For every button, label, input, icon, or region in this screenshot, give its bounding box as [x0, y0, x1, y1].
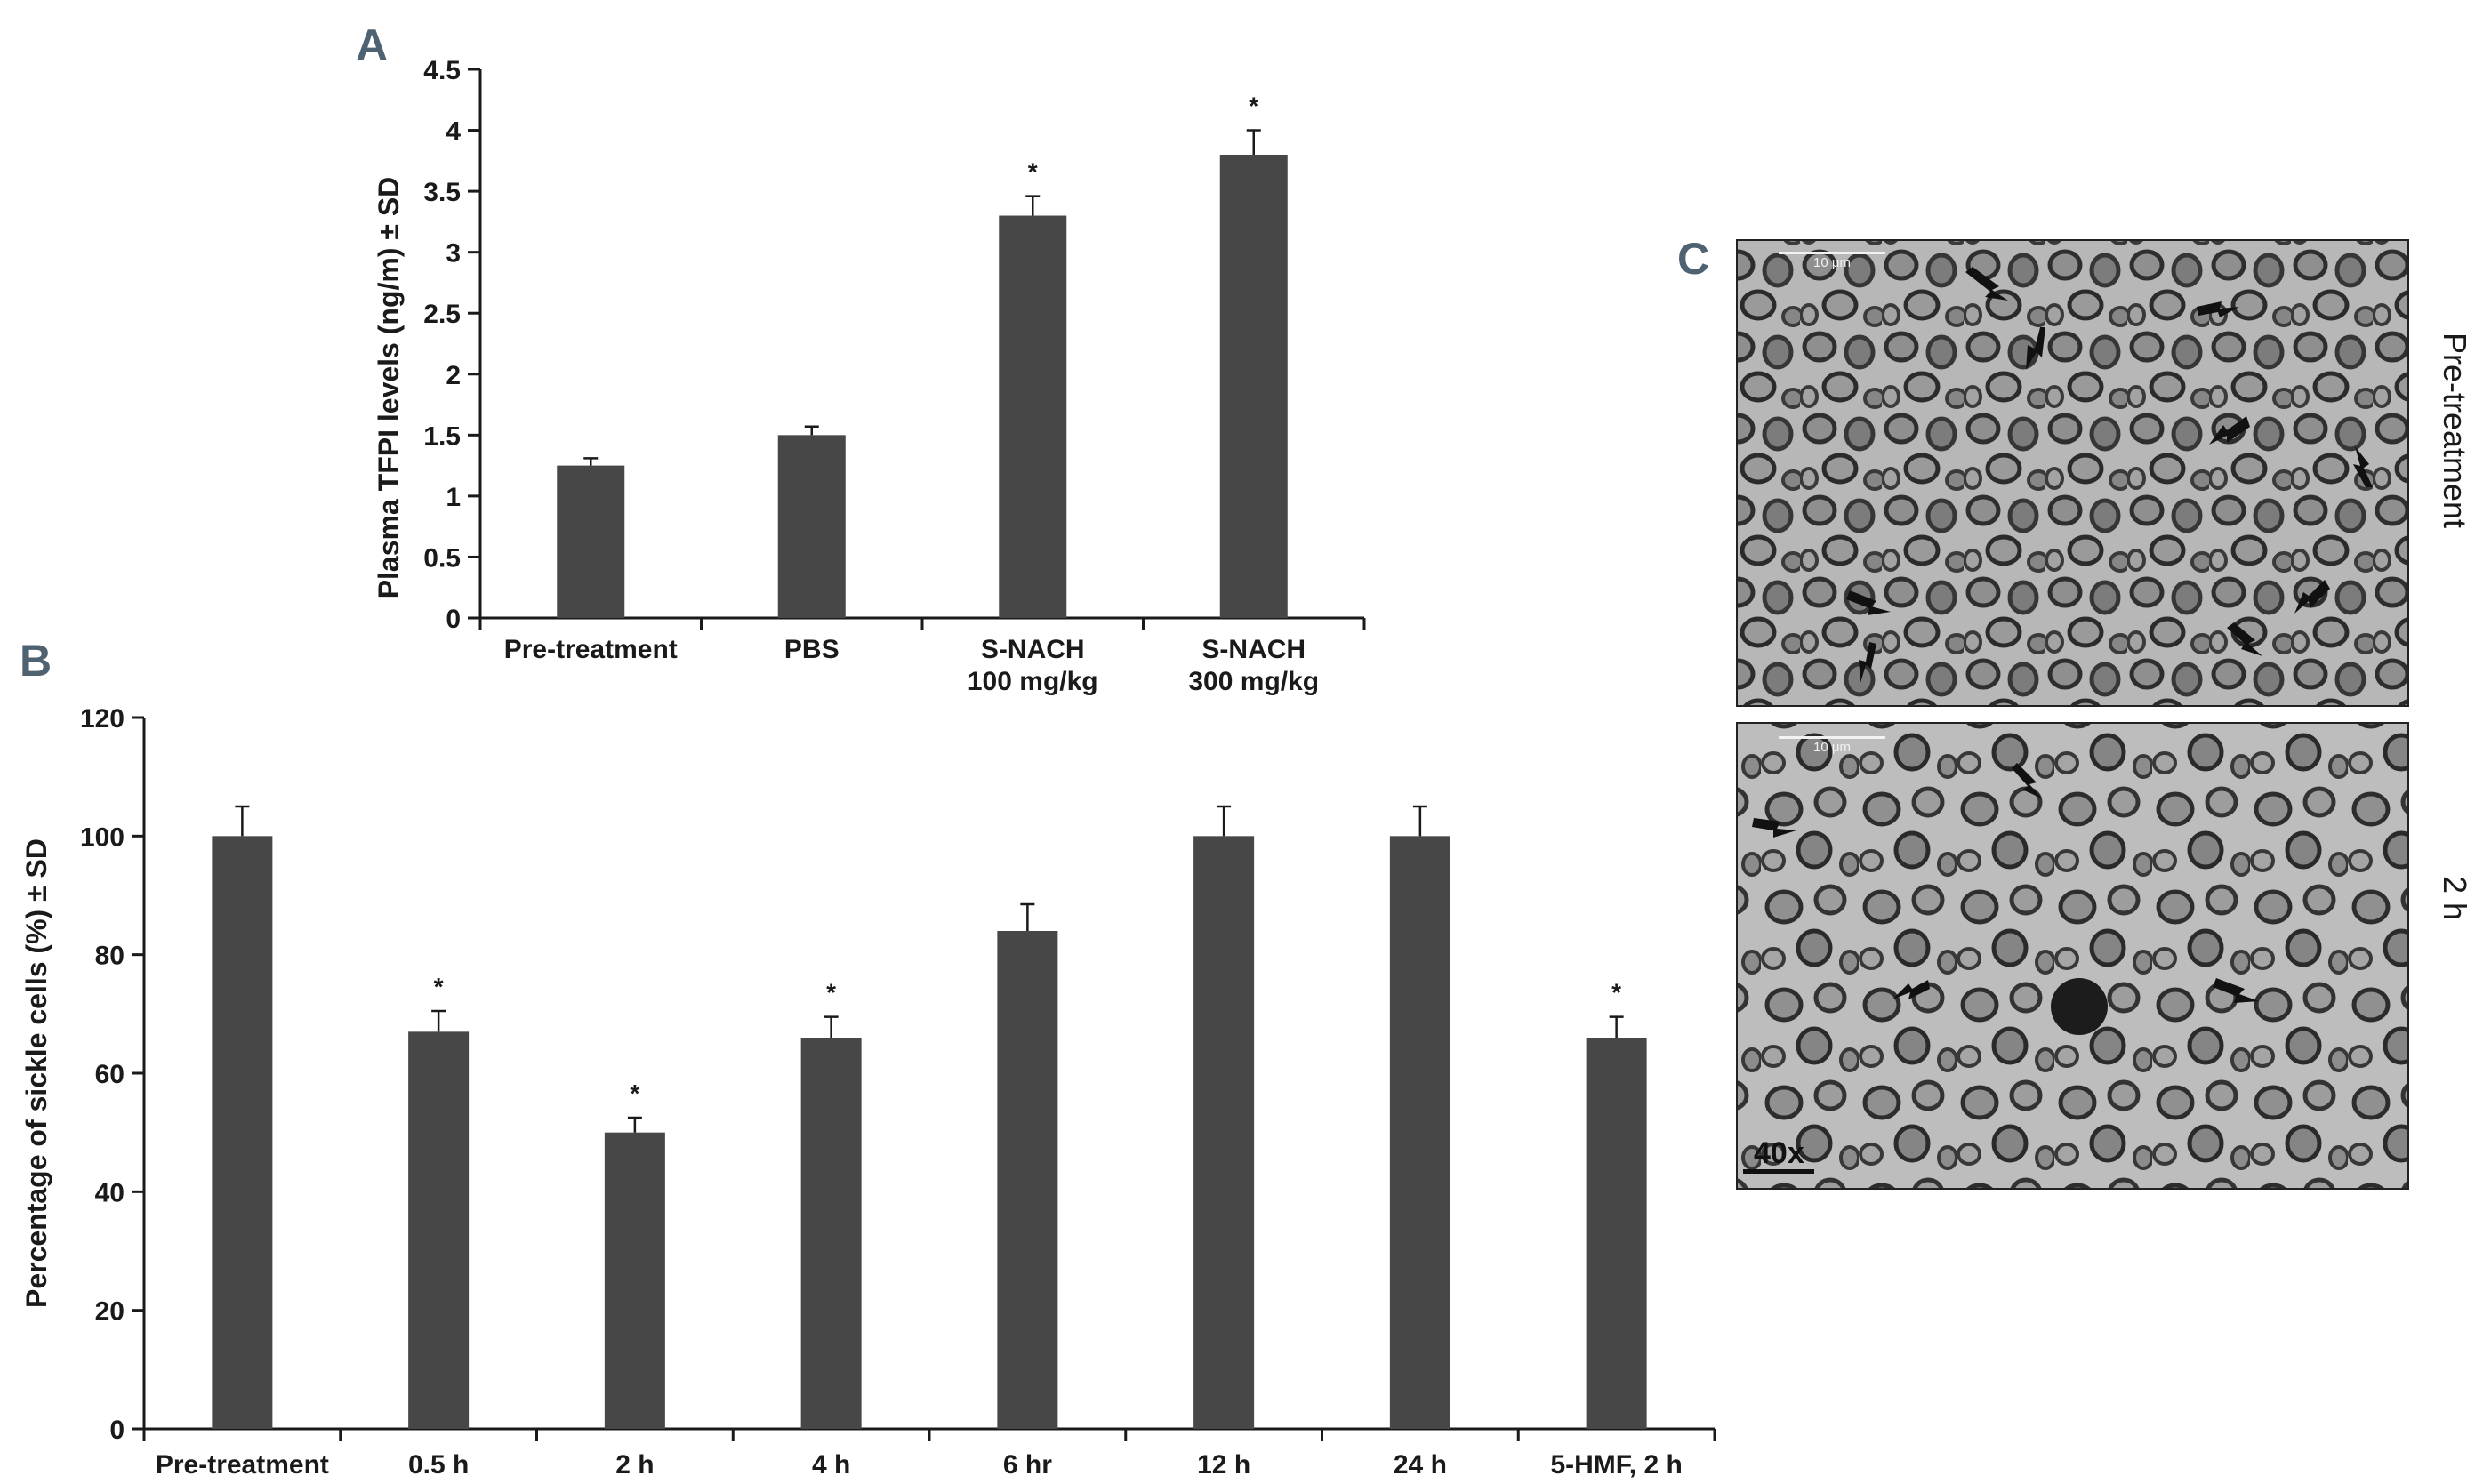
x-category-label: PBS — [784, 635, 840, 664]
y-tick-label: 20 — [95, 1297, 125, 1327]
significance-marker: * — [1028, 158, 1038, 186]
significance-marker: * — [826, 979, 836, 1007]
y-tick-label: 0.5 — [423, 543, 461, 573]
x-category-label: S-NACH — [981, 635, 1085, 664]
bar — [777, 435, 846, 618]
bar — [1219, 154, 1288, 618]
bar — [557, 465, 625, 618]
significance-marker: * — [1611, 979, 1621, 1007]
significance-marker: * — [434, 973, 444, 1000]
bar — [999, 215, 1067, 619]
scale-text-top: 10 μm — [1813, 255, 1851, 270]
significance-marker: * — [630, 1079, 639, 1107]
x-category-label: 0.5 h — [408, 1450, 469, 1480]
x-category-label: 4 h — [812, 1450, 850, 1480]
bar — [800, 1038, 862, 1429]
y-tick-label: 3.5 — [423, 178, 461, 207]
y-tick-label: 2 — [446, 361, 461, 390]
x-category-label: Pre-treatment — [504, 635, 678, 664]
chart-a-ylabel: Plasma TFPI levels (ng/m) ± SD — [373, 177, 405, 599]
bar — [408, 1031, 470, 1429]
panel-letter-c: C — [1677, 234, 1709, 284]
bar — [1193, 836, 1255, 1429]
dark-cell — [2051, 978, 2108, 1035]
x-category-label: 300 mg/kg — [1188, 667, 1319, 696]
y-tick-label: 60 — [95, 1060, 125, 1089]
y-tick-label: 4.5 — [423, 56, 461, 85]
micrograph-pre-treatment: 10 μm — [1736, 239, 2409, 707]
chart-b-sickle-cells: Percentage of sickle cells (%) ± SD 0 20 4… — [20, 704, 1716, 1480]
sickle-cell-arrows-bottom — [1752, 763, 2259, 1003]
x-category-label: 2 h — [615, 1450, 654, 1480]
x-category-label: 6 hr — [1003, 1450, 1052, 1480]
bar — [1389, 836, 1450, 1429]
label-pre-treatment: Pre-treatment — [2437, 333, 2473, 528]
y-tick-label: 0 — [446, 605, 461, 634]
bar — [212, 836, 273, 1429]
y-tick-label: 3 — [446, 239, 461, 269]
y-tick-label: 40 — [95, 1178, 125, 1207]
chart-b-ylabel: Percentage of sickle cells (%) ± SD — [20, 838, 52, 1308]
magnification-bar — [1743, 1169, 1814, 1174]
magnification-label: 40x — [1754, 1136, 1804, 1170]
sickle-cell-arrows-top — [1846, 267, 2373, 683]
panel-letter-b: B — [20, 636, 52, 686]
y-tick-label: 100 — [80, 822, 125, 852]
y-tick-label: 0 — [109, 1416, 125, 1445]
y-tick-label: 2.5 — [423, 300, 461, 329]
label-2h: 2 h — [2437, 876, 2473, 920]
scale-bar-top — [1779, 252, 1885, 254]
panel-letter-a: A — [356, 20, 388, 70]
x-category-label: Pre-treatment — [156, 1450, 329, 1480]
significance-marker: * — [1249, 92, 1258, 120]
scale-text-bottom: 10 μm — [1813, 740, 1851, 755]
x-category-label: S-NACH — [1201, 635, 1306, 664]
bar — [997, 931, 1058, 1429]
chart-a-tfpi: Plasma TFPI levels (ng/m) ± SD 0 0.5 1 1.5 2… — [373, 56, 1366, 696]
x-category-label: 100 mg/kg — [968, 667, 1098, 696]
scale-bar-bottom — [1779, 736, 1885, 739]
y-tick-label: 1.5 — [423, 421, 461, 451]
x-category-label: 24 h — [1394, 1450, 1447, 1480]
bar — [1586, 1038, 1647, 1429]
x-category-label: 5-HMF, 2 h — [1550, 1450, 1682, 1480]
y-tick-label: 80 — [95, 942, 125, 971]
y-tick-label: 4 — [446, 117, 461, 147]
micrograph-2h: 10 μm 40x — [1736, 722, 2409, 1190]
y-tick-label: 120 — [80, 704, 125, 734]
bar — [604, 1132, 665, 1429]
x-category-label: 12 h — [1197, 1450, 1250, 1480]
y-tick-label: 1 — [446, 483, 461, 512]
